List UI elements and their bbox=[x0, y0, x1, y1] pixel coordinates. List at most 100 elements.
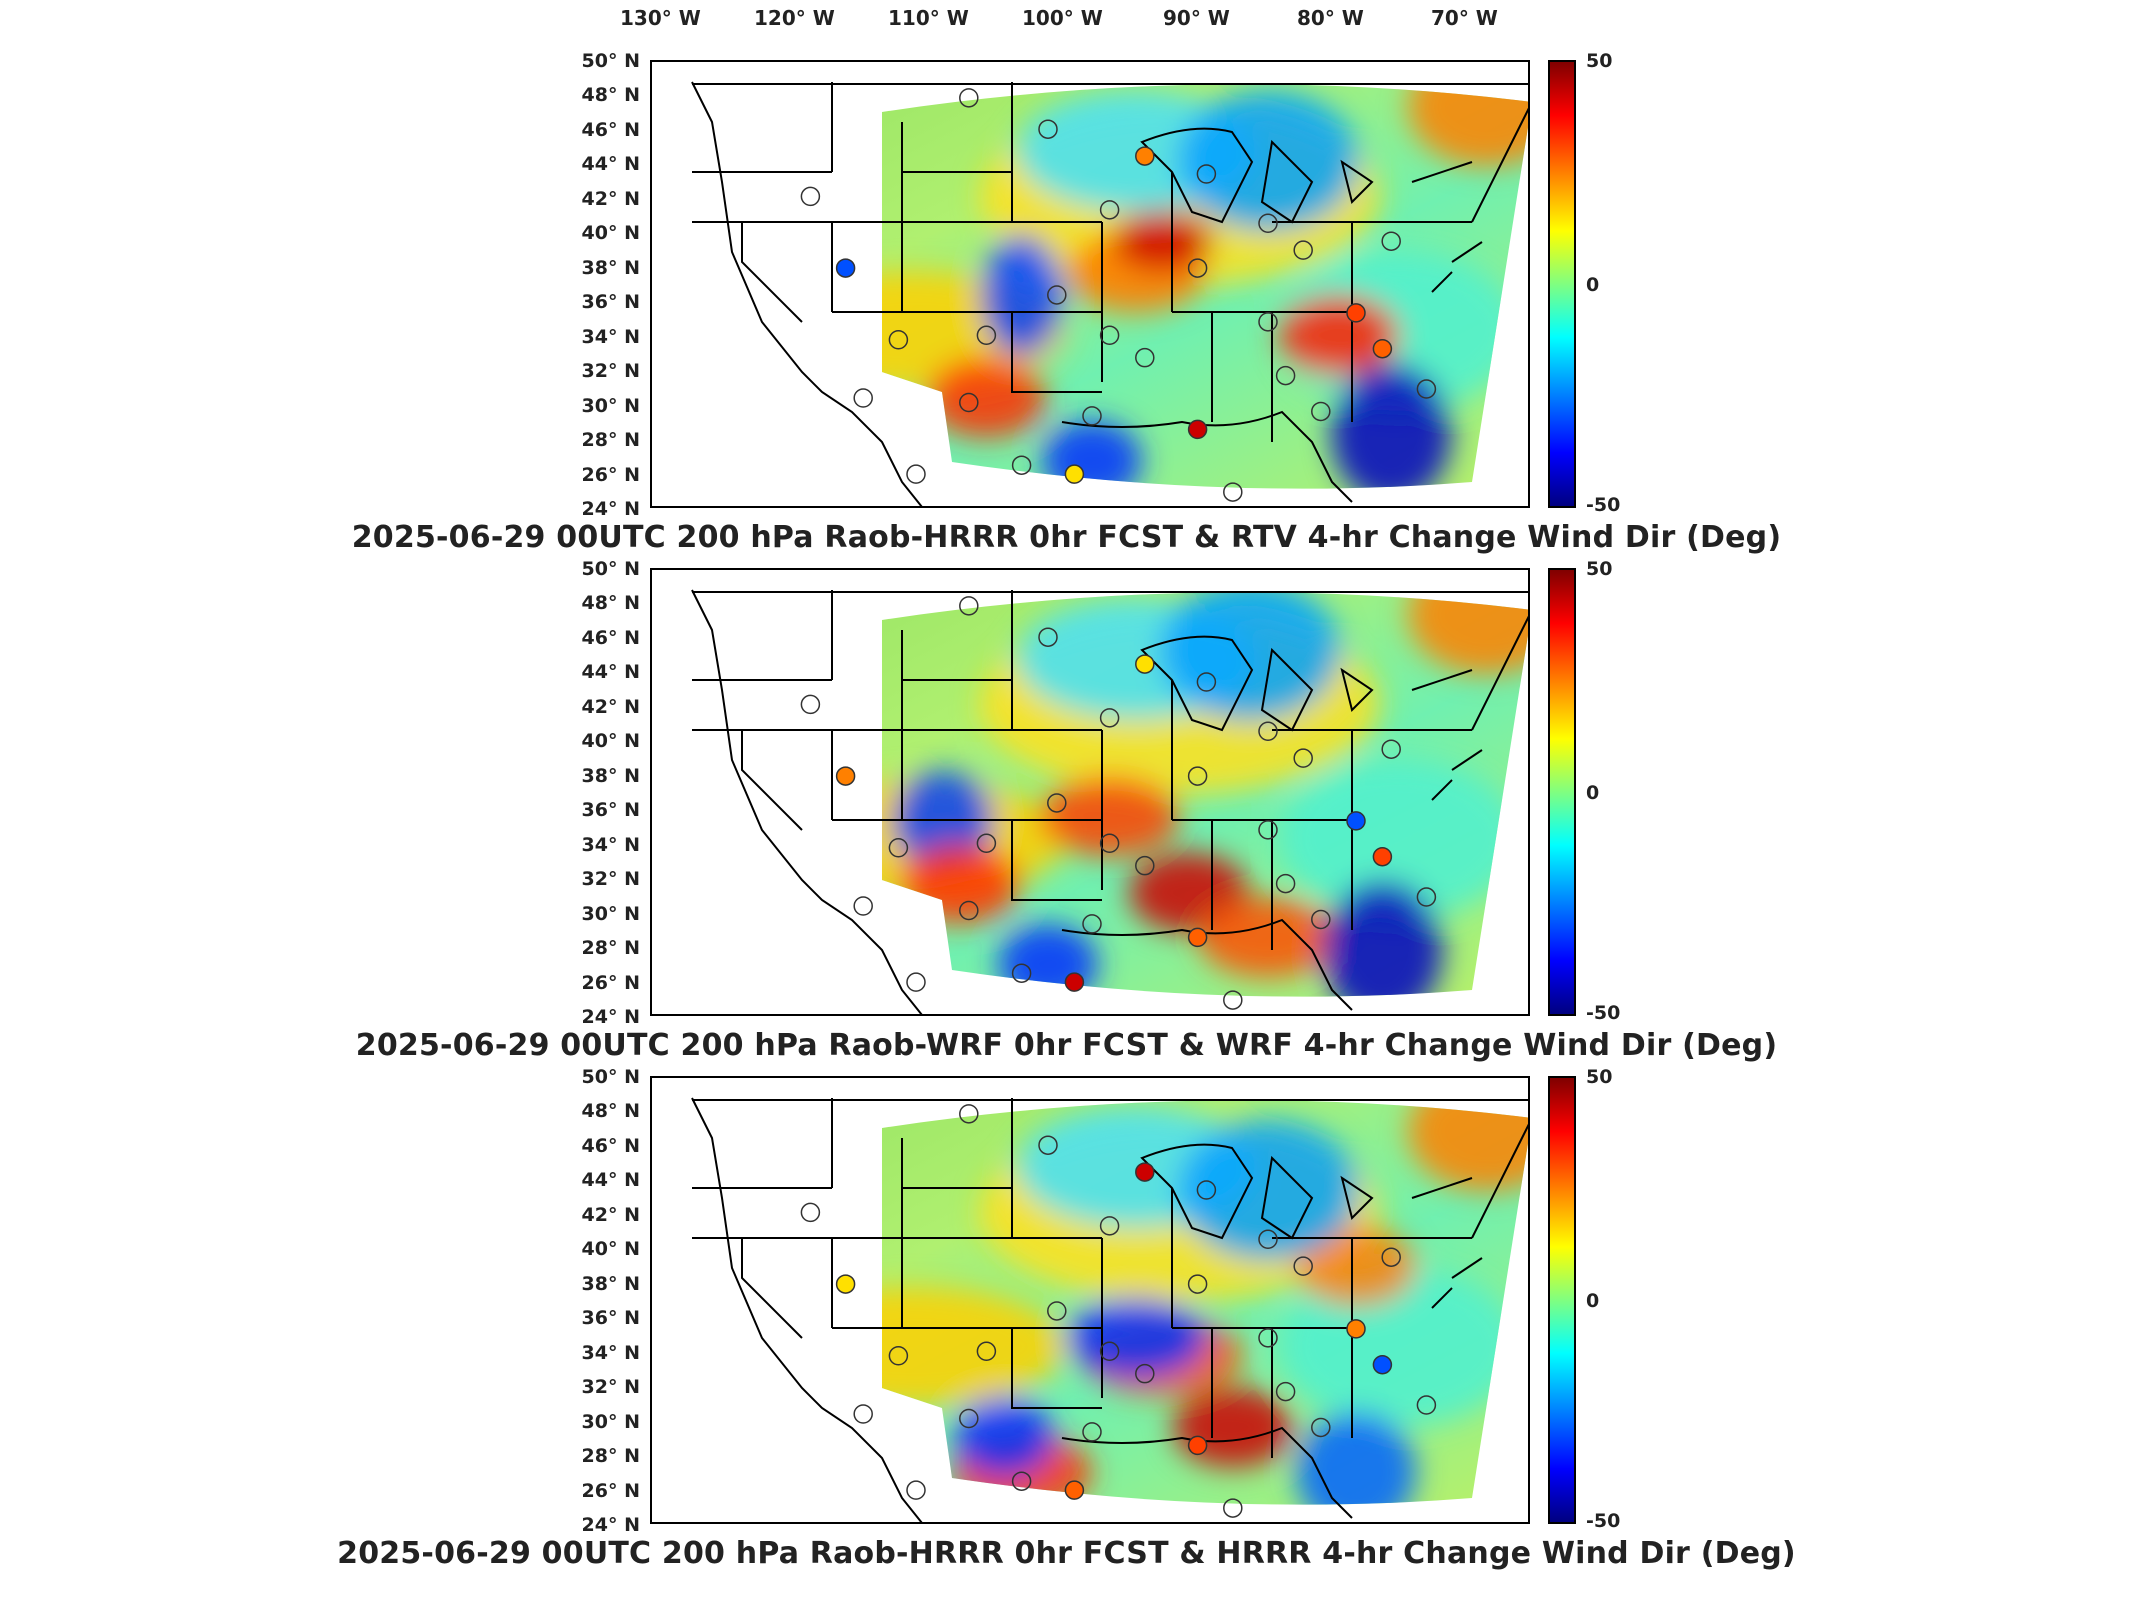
lat-label: 44° N bbox=[581, 1169, 640, 1192]
colorbar bbox=[1548, 1076, 1576, 1524]
station-marker bbox=[1099, 1216, 1120, 1236]
station-marker bbox=[1381, 739, 1401, 759]
station-marker bbox=[1275, 873, 1296, 894]
colorbar-mid-label: 0 bbox=[1586, 1290, 1600, 1312]
map-canvas bbox=[691, 589, 1528, 1014]
station-marker bbox=[1064, 1480, 1085, 1500]
station-marker bbox=[1064, 972, 1085, 992]
station-marker bbox=[1038, 627, 1058, 647]
lat-label: 28° N bbox=[581, 1445, 640, 1468]
station-marker bbox=[976, 325, 997, 346]
station-marker bbox=[853, 896, 873, 916]
lat-label: 38° N bbox=[581, 764, 640, 787]
station-marker bbox=[1258, 213, 1278, 234]
lat-label: 24° N bbox=[581, 1514, 640, 1536]
station-marker bbox=[1099, 833, 1120, 854]
station-marker bbox=[1099, 200, 1120, 220]
lat-label: 28° N bbox=[581, 429, 640, 452]
station-marker bbox=[1187, 1274, 1208, 1294]
lon-label: 100° W bbox=[1022, 6, 1103, 30]
map-canvas bbox=[691, 81, 1528, 506]
lat-label: 44° N bbox=[581, 661, 640, 684]
station-marker bbox=[1011, 1471, 1032, 1491]
lat-label: 36° N bbox=[581, 1307, 640, 1330]
station-marker bbox=[1346, 1319, 1366, 1339]
station-marker bbox=[1187, 1435, 1208, 1456]
panel-title: 2025-06-29 00UTC 200 hPa Raob-HRRR 0hr F… bbox=[351, 520, 1782, 555]
station-marker bbox=[906, 1480, 926, 1500]
station-marker bbox=[1416, 379, 1437, 399]
colorbar bbox=[1548, 60, 1576, 508]
colorbar-min-label: -50 bbox=[1586, 494, 1621, 516]
station-marker bbox=[959, 88, 979, 108]
lat-label: 30° N bbox=[581, 902, 640, 925]
station-marker bbox=[888, 838, 909, 858]
map-canvas bbox=[691, 1097, 1528, 1522]
colorbar-mid-label: 0 bbox=[1586, 782, 1600, 804]
lat-label: 26° N bbox=[581, 463, 640, 486]
state-boundaries bbox=[691, 81, 1528, 506]
station-marker bbox=[1196, 1180, 1217, 1200]
station-marker bbox=[1135, 855, 1155, 876]
lon-label: 130° W bbox=[620, 6, 701, 30]
station-marker bbox=[1346, 303, 1366, 323]
lat-label: 50° N bbox=[581, 558, 640, 580]
station-marker bbox=[835, 766, 856, 786]
lon-label: 80° W bbox=[1297, 6, 1364, 30]
lat-label: 32° N bbox=[581, 1376, 640, 1399]
lat-label: 28° N bbox=[581, 937, 640, 960]
lat-label: 40° N bbox=[581, 222, 640, 245]
lat-label: 42° N bbox=[581, 187, 640, 210]
station-marker bbox=[906, 972, 926, 992]
lat-label: 26° N bbox=[581, 971, 640, 994]
station-marker bbox=[1011, 455, 1032, 475]
colorbar-max-label: 50 bbox=[1586, 50, 1613, 72]
station-marker bbox=[1187, 258, 1208, 278]
station-marker bbox=[888, 1346, 909, 1366]
station-marker bbox=[1293, 240, 1313, 260]
station-marker bbox=[1258, 312, 1278, 332]
station-marker bbox=[1135, 347, 1155, 368]
station-marker bbox=[1082, 914, 1102, 934]
station-marker bbox=[959, 596, 979, 616]
map-panel-rtv bbox=[650, 60, 1530, 508]
station-marker bbox=[1196, 672, 1217, 692]
station-marker bbox=[1416, 887, 1437, 907]
lat-label: 46° N bbox=[581, 626, 640, 649]
station-marker bbox=[1047, 1301, 1067, 1321]
map-panel-wrf bbox=[650, 568, 1530, 1016]
colorbar-max-label: 50 bbox=[1586, 558, 1613, 580]
lat-label: 30° N bbox=[581, 1410, 640, 1433]
lat-label: 34° N bbox=[581, 833, 640, 856]
station-marker bbox=[888, 330, 909, 350]
station-marker bbox=[1187, 419, 1208, 440]
station-marker bbox=[1064, 464, 1085, 484]
lon-label: 70° W bbox=[1431, 6, 1498, 30]
station-marker bbox=[1223, 482, 1243, 502]
wind-field bbox=[882, 84, 1528, 489]
lat-label: 38° N bbox=[581, 1272, 640, 1295]
station-marker bbox=[1082, 406, 1102, 426]
lat-label: 50° N bbox=[581, 50, 640, 72]
station-marker bbox=[1047, 793, 1067, 813]
lat-label: 32° N bbox=[581, 360, 640, 383]
lat-label: 40° N bbox=[581, 730, 640, 753]
raob-stations bbox=[800, 88, 1437, 502]
station-marker bbox=[1311, 909, 1331, 930]
station-marker bbox=[1082, 1422, 1102, 1442]
lat-label: 44° N bbox=[581, 153, 640, 176]
station-marker bbox=[1187, 766, 1208, 786]
station-marker bbox=[1135, 146, 1155, 166]
station-marker bbox=[835, 258, 856, 278]
station-marker bbox=[1381, 231, 1401, 251]
station-marker bbox=[1372, 338, 1393, 359]
lat-label: 38° N bbox=[581, 256, 640, 279]
panel-title: 2025-06-29 00UTC 200 hPa Raob-WRF 0hr FC… bbox=[355, 1028, 1778, 1063]
lon-label: 120° W bbox=[754, 6, 835, 30]
lat-label: 30° N bbox=[581, 394, 640, 417]
lat-label: 34° N bbox=[581, 1341, 640, 1364]
lat-label: 34° N bbox=[581, 325, 640, 348]
lon-label: 110° W bbox=[888, 6, 969, 30]
colorbar-min-label: -50 bbox=[1586, 1510, 1621, 1532]
lat-label: 42° N bbox=[581, 1203, 640, 1226]
